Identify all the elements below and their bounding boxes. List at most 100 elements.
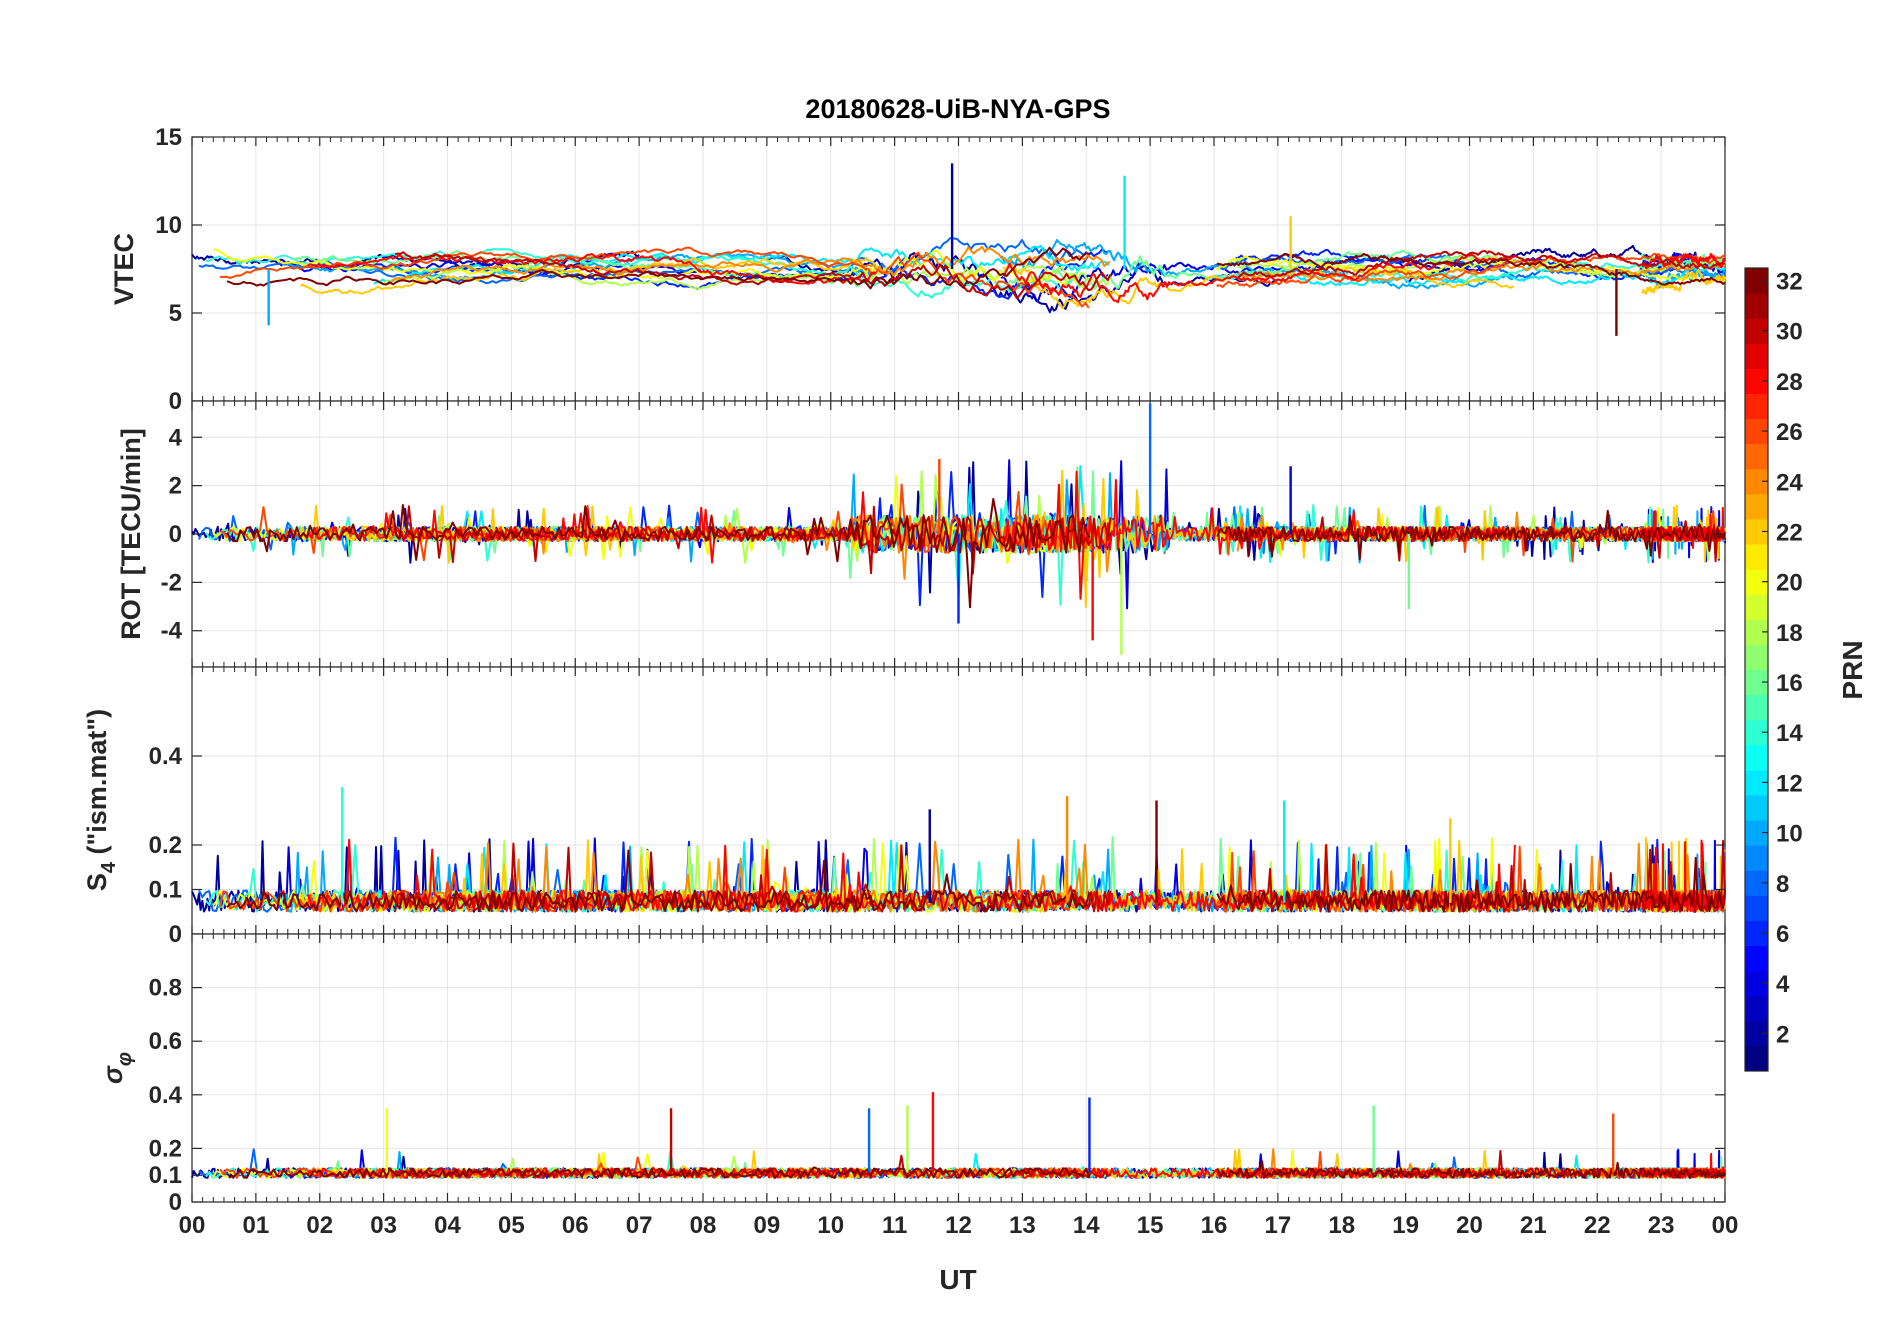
colorbar-segment <box>1745 468 1768 495</box>
colorbar-segment <box>1745 945 1768 972</box>
trace-prn-30 <box>394 842 1112 913</box>
panel-s4-ylabel-main: S <box>82 873 112 891</box>
colorbar-segment <box>1745 493 1768 520</box>
colorbar-tick-label: 30 <box>1776 319 1803 346</box>
colorbar-segments <box>1745 268 1768 1072</box>
colorbar-segment <box>1745 895 1768 921</box>
y-tick-label: 4 <box>169 424 183 451</box>
x-tick-label: 07 <box>626 1212 653 1239</box>
colorbar-tick-label: 4 <box>1776 971 1790 998</box>
trace-prn-28 <box>1641 1152 1726 1179</box>
colorbar-tick-label: 24 <box>1776 469 1803 496</box>
colorbar-segment <box>1745 644 1768 670</box>
colorbar-segment <box>1745 769 1768 796</box>
colorbar-segment <box>1745 920 1768 947</box>
trace-prn-30 <box>394 251 1112 300</box>
chart-title: 20180628-UiB-NYA-GPS <box>805 94 1110 124</box>
y-tick-label: 0 <box>169 1189 182 1216</box>
trace-prn-26 <box>1216 252 1726 288</box>
x-tick-label: 21 <box>1520 1212 1547 1239</box>
x-tick-label: 22 <box>1584 1212 1611 1239</box>
x-tick-label: 08 <box>690 1212 717 1239</box>
trace-prn-32 <box>1216 252 1726 286</box>
panel-vtec: 0 5 10 15 VTEC <box>109 124 1726 415</box>
x-tick-label: 17 <box>1265 1212 1292 1239</box>
colorbar-tick-label: 6 <box>1776 921 1789 948</box>
colorbar-segment <box>1745 443 1768 470</box>
x-tick-label: 00 <box>1712 1212 1739 1239</box>
trace-prn-14 <box>205 247 1089 299</box>
x-tick-label: 04 <box>434 1212 461 1239</box>
colorbar-tick-label: 8 <box>1776 871 1789 898</box>
colorbar-tick-label: 10 <box>1776 821 1803 848</box>
colorbar-tick-label: 18 <box>1776 620 1803 647</box>
trace-prn-28 <box>306 838 877 913</box>
trace-prn-32 <box>1216 509 1726 561</box>
trace-prn-32 <box>226 246 1090 290</box>
trace-prn-28 <box>307 491 878 564</box>
x-tick-label: 18 <box>1328 1212 1355 1239</box>
x-tick-label: 05 <box>498 1212 525 1239</box>
x-tick-label: 16 <box>1201 1212 1228 1239</box>
colorbar-segment <box>1745 744 1768 771</box>
colorbar-tick-label: 2 <box>1776 1021 1789 1048</box>
panel-rot: -4 -2 0 2 4 ROT [TECU/min] <box>116 400 1726 668</box>
y-tick-label: 0.6 <box>149 1028 182 1055</box>
colorbar-segment <box>1745 1045 1768 1072</box>
panel-rot-ylabel: ROT [TECU/min] <box>116 428 146 639</box>
colorbar-tick-label: 22 <box>1776 519 1803 546</box>
colorbar-segment <box>1745 619 1768 645</box>
trace-prn-28 <box>1641 252 1726 270</box>
colorbar-segment <box>1745 293 1768 319</box>
colorbar-segment <box>1745 870 1768 896</box>
colorbar-segment <box>1745 970 1768 997</box>
panel-rot-y-ticks: -4 -2 0 2 4 <box>161 424 1725 645</box>
y-tick-label: 0.1 <box>149 877 182 904</box>
x-tick-label: 00 <box>179 1212 206 1239</box>
panel-s4-ylabel-rest: ("ism.mat") <box>82 709 112 862</box>
panel-s4-ylabel-sub: 4 <box>98 861 120 873</box>
x-tick-label: 19 <box>1392 1212 1419 1239</box>
panel-vtec-traces <box>191 163 1726 336</box>
y-tick-label: 2 <box>169 473 182 500</box>
y-tick-label: 0.2 <box>149 832 182 859</box>
colorbar-segment <box>1745 845 1768 871</box>
colorbar-segment <box>1745 368 1768 394</box>
panel-sigphi: 00.10.2 0.4 0.6 0.8 σφ <box>98 933 1726 1216</box>
trace-prn-32 <box>226 1166 1091 1179</box>
colorbar-segment <box>1745 343 1768 369</box>
colorbar-segment <box>1745 569 1768 595</box>
panel-sigphi-ylabel-sub: φ <box>114 1052 136 1066</box>
colorbar-segment <box>1745 995 1768 1022</box>
panel-sigphi-grid <box>191 934 1726 1202</box>
trace-prn-24 <box>387 245 1111 285</box>
colorbar-label: PRN <box>1837 640 1868 699</box>
x-tick-label: 20 <box>1456 1212 1483 1239</box>
y-tick-label: 0 <box>169 521 182 548</box>
y-tick-label: -2 <box>161 569 182 596</box>
trace-prn-30 <box>1237 250 1726 279</box>
colorbar-segment <box>1745 518 1768 545</box>
panel-s4-ylabel: S4 ("ism.mat") <box>82 709 120 891</box>
colorbar-tick-label: 26 <box>1776 419 1803 446</box>
trace-prn-20 <box>212 248 1090 291</box>
colorbar-segment <box>1745 669 1768 696</box>
panel-s4: 0 0.1 0.2 0.4 S4 ("ism.mat") <box>82 666 1726 948</box>
panel-rot-traces <box>191 403 1726 655</box>
colorbar-tick-label: 14 <box>1776 720 1803 747</box>
colorbar-tick-label: 16 <box>1776 670 1803 697</box>
panel-vtec-ylabel: VTEC <box>109 233 139 305</box>
colorbar-segment <box>1745 794 1768 821</box>
panel-sigphi-traces <box>191 1092 1726 1179</box>
y-tick-label: 5 <box>169 300 182 327</box>
trace-prn-32 <box>226 849 1091 913</box>
colorbar-segment <box>1745 820 1768 846</box>
colorbar-segment <box>1745 418 1768 445</box>
x-tick-label: 23 <box>1648 1212 1675 1239</box>
trace-prn-26 <box>220 246 1090 309</box>
colorbar-segment <box>1745 719 1768 746</box>
x-tick-label: 13 <box>1009 1212 1036 1239</box>
colorbar-segment <box>1745 1020 1768 1047</box>
panel-sigphi-ylabel: σφ <box>98 1052 136 1084</box>
